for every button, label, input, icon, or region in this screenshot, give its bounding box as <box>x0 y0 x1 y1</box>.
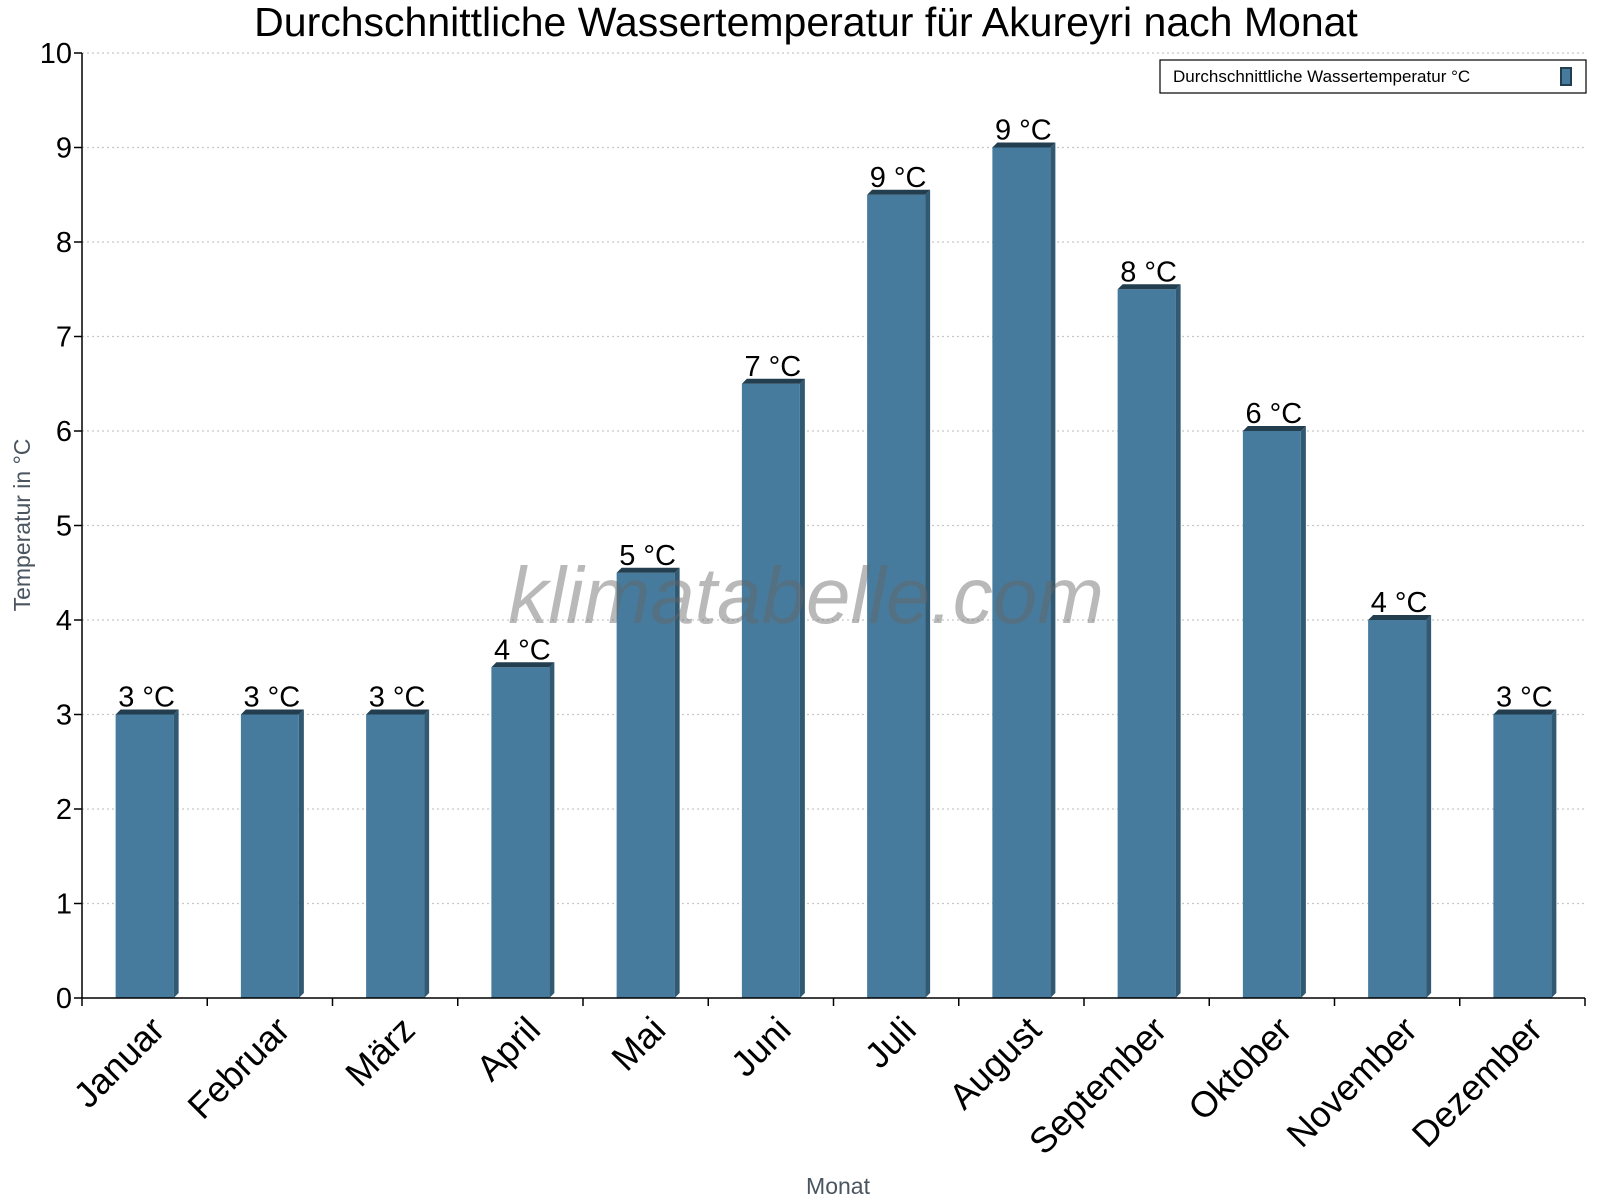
bar-side <box>298 709 304 998</box>
y-axis-label: Temperatur in °C <box>9 439 35 612</box>
legend-swatch <box>1560 67 1572 86</box>
bar-top <box>491 662 555 668</box>
bar-top <box>1117 284 1181 290</box>
bar-side <box>173 709 179 998</box>
y-tick-label: 4 <box>56 605 72 637</box>
data-label: 3 °C <box>118 682 175 714</box>
bar-front <box>867 194 926 998</box>
bar-top <box>115 709 179 715</box>
bar-front <box>1242 431 1301 998</box>
bar-side <box>799 378 805 998</box>
bar-top <box>741 378 805 384</box>
grid-lines <box>82 52 1585 905</box>
data-label: 7 °C <box>745 351 802 383</box>
legend-label: Durchschnittliche Wassertemperatur °C <box>1173 67 1470 86</box>
data-label: 3 °C <box>244 682 301 714</box>
x-tick-label: August <box>941 1009 1049 1117</box>
x-tick-label: März <box>337 1009 423 1095</box>
bar-side <box>1175 284 1181 998</box>
x-tick-label: Oktober <box>1180 1009 1300 1129</box>
bar-front <box>1368 620 1427 998</box>
y-tick-label: 6 <box>56 416 72 448</box>
bar-front <box>240 714 299 998</box>
x-tick-label: Dezember <box>1404 1009 1550 1155</box>
legend-box <box>1159 59 1587 94</box>
bar-front <box>115 714 174 998</box>
bar-side <box>549 662 555 998</box>
bar-front <box>366 714 425 998</box>
bar-top <box>867 189 931 195</box>
bar-front <box>616 572 675 998</box>
y-tick-label: 0 <box>56 983 72 1015</box>
bar <box>867 189 931 998</box>
x-tick-label: April <box>468 1009 548 1089</box>
bar-side <box>1300 426 1306 998</box>
x-tick-label: Mai <box>603 1009 673 1079</box>
data-label: 4 °C <box>494 634 551 666</box>
bar-top <box>1368 615 1432 620</box>
x-tick-label: Februar <box>179 1009 297 1127</box>
x-tick-label: Juni <box>723 1009 799 1085</box>
x-axis-label: Monat <box>806 1173 871 1199</box>
x-tick-label: Juli <box>857 1009 924 1076</box>
bar-top <box>1493 709 1557 715</box>
chart-title: Durchschnittliche Wassertemperatur für A… <box>254 0 1358 45</box>
y-tick-label: 8 <box>56 227 72 259</box>
data-label: 9 °C <box>995 115 1052 147</box>
data-label: 5 °C <box>619 540 676 572</box>
bar <box>992 142 1056 998</box>
bar <box>616 567 680 998</box>
x-tick-label: Januar <box>65 1009 172 1116</box>
bar <box>741 378 805 998</box>
bar-side <box>925 189 931 998</box>
bar <box>1368 615 1432 998</box>
bar-top <box>992 142 1056 148</box>
data-label: 9 °C <box>870 162 927 194</box>
bar-side <box>424 709 430 998</box>
bar <box>1117 284 1181 998</box>
data-label: 6 °C <box>1246 398 1303 430</box>
bar-side <box>1551 709 1557 998</box>
y-tick-label: 3 <box>56 700 72 732</box>
bar-front <box>491 667 550 998</box>
bar-top <box>240 709 304 715</box>
y-tick-label: 7 <box>56 322 72 354</box>
data-label: 3 °C <box>1496 682 1553 714</box>
bar <box>240 709 304 998</box>
bar-top <box>616 567 680 573</box>
bar-front <box>741 383 800 998</box>
bars <box>115 142 1557 998</box>
legend: Durchschnittliche Wassertemperatur °C <box>1159 59 1587 94</box>
bar <box>1242 426 1306 998</box>
y-tick-label: 9 <box>56 133 72 165</box>
y-tick-label: 10 <box>40 38 72 70</box>
x-tick-label: September <box>1021 1009 1175 1163</box>
y-axis-ticks: 0 1 2 3 4 5 6 7 8 9 10 <box>40 38 82 1015</box>
bar-front <box>1493 714 1552 998</box>
bar-top <box>366 709 430 715</box>
data-label: 3 °C <box>369 682 426 714</box>
bar-top <box>1242 426 1306 431</box>
data-label: 8 °C <box>1120 256 1177 288</box>
y-tick-label: 2 <box>56 794 72 826</box>
bar-side <box>1050 142 1056 998</box>
bar-front <box>992 147 1051 998</box>
x-tick-label: November <box>1278 1009 1424 1155</box>
y-tick-label: 1 <box>56 889 72 921</box>
x-axis-ticks: Januar Februar März April Mai Juni Juli AugustS… <box>65 998 1586 1163</box>
data-label: 4 °C <box>1371 587 1428 619</box>
bar-side <box>1426 615 1432 998</box>
bar <box>366 709 430 998</box>
bar <box>491 662 555 998</box>
bar-side <box>674 567 680 998</box>
data-labels: 3 °C 3 °C 3 °C 4 °C 5 °C 7 °C 9 °C 9 °C 8 °C 6 °C… <box>118 115 1552 714</box>
bar-front <box>1117 289 1176 998</box>
bar <box>1493 709 1557 998</box>
bar <box>115 709 179 998</box>
watermark: klimatabelle.com <box>508 551 1104 640</box>
y-tick-label: 5 <box>56 511 72 543</box>
